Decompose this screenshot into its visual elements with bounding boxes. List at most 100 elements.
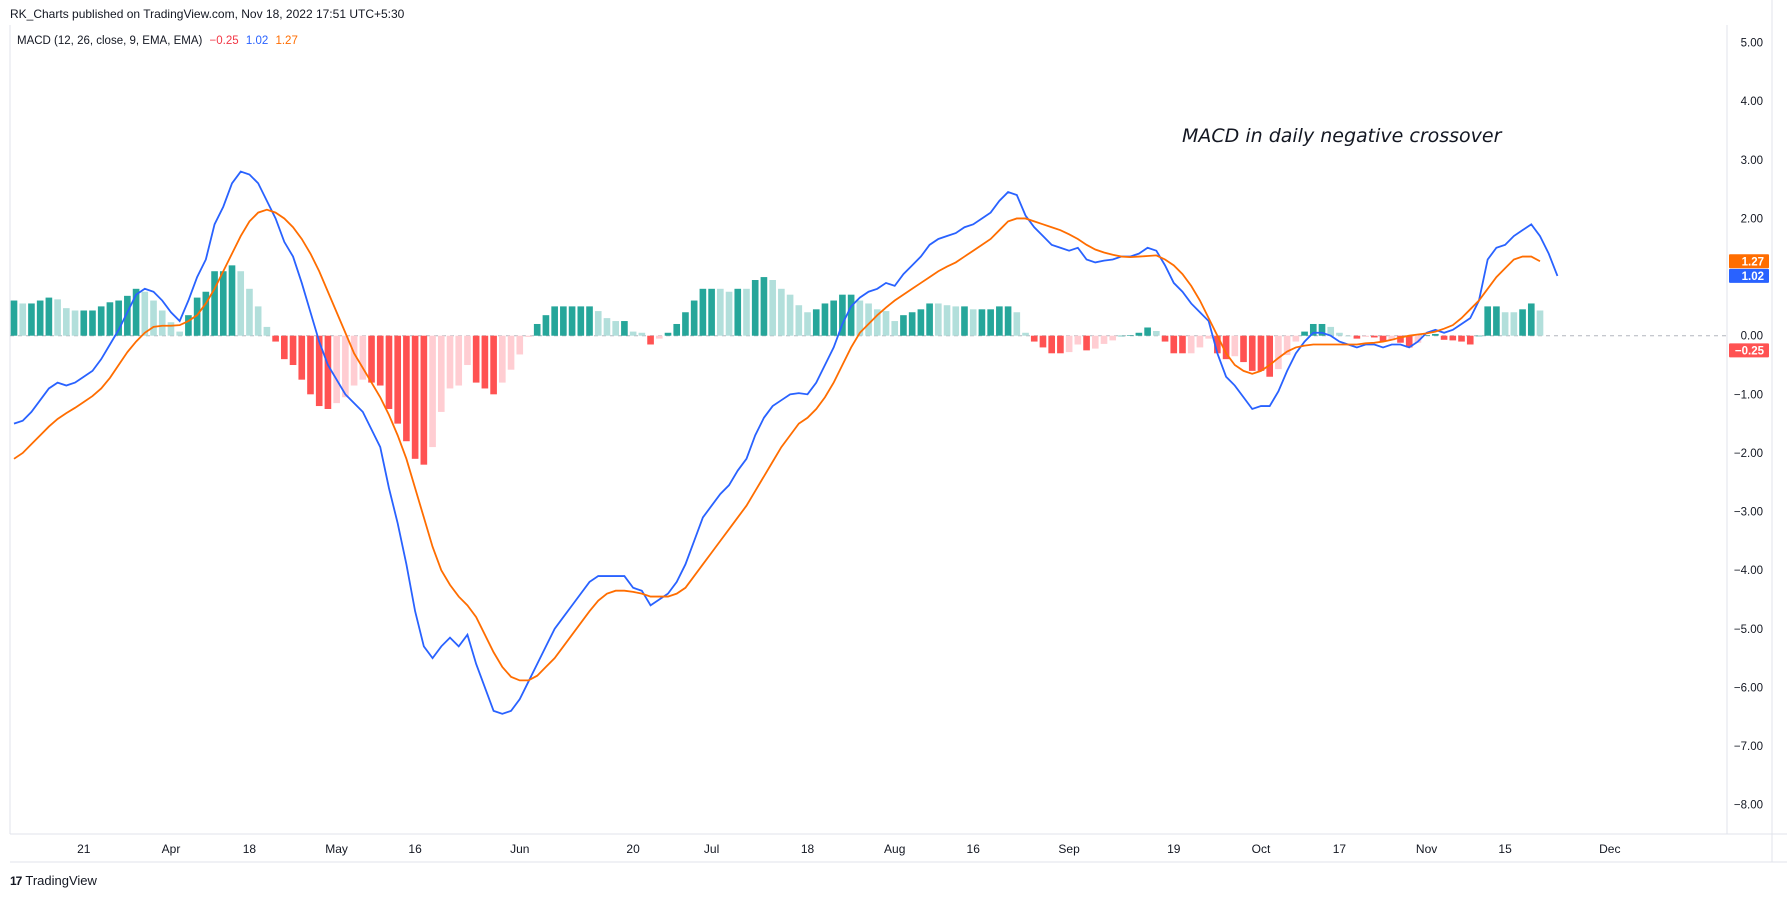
histogram-bar bbox=[1275, 335, 1282, 370]
histogram-bar bbox=[1501, 312, 1509, 336]
histogram-bar bbox=[568, 306, 576, 336]
histogram-bar bbox=[167, 322, 175, 336]
price-badge: −0.25 bbox=[1729, 343, 1769, 358]
histogram-bar bbox=[176, 331, 183, 336]
x-tick-label: Sep bbox=[1058, 842, 1080, 856]
histogram-bar bbox=[1083, 335, 1090, 351]
histogram-bar bbox=[655, 335, 663, 339]
histogram-bar bbox=[1109, 335, 1117, 341]
histogram-bar bbox=[516, 335, 524, 355]
histogram-bar bbox=[1214, 335, 1221, 354]
indicator-legend[interactable]: MACD (12, 26, close, 9, EMA, EMA) −0.25 … bbox=[17, 35, 302, 47]
histogram-bar bbox=[499, 335, 506, 383]
histogram-bar bbox=[1013, 312, 1021, 336]
x-tick-label: Dec bbox=[1599, 842, 1620, 856]
x-tick-label: 21 bbox=[77, 842, 91, 856]
y-tick-label: −8.00 bbox=[1734, 800, 1763, 812]
histogram-bar bbox=[594, 311, 602, 336]
histogram-bar bbox=[1231, 335, 1239, 357]
y-tick-label: −5.00 bbox=[1734, 624, 1763, 636]
histogram-bar bbox=[708, 288, 715, 336]
histogram-bar bbox=[106, 302, 114, 336]
histogram-bar bbox=[1536, 310, 1544, 336]
price-badge-label: 1.02 bbox=[1742, 271, 1764, 283]
histogram-bar bbox=[1493, 306, 1500, 336]
indicator-name: MACD (12, 26, close, 9, EMA, EMA) bbox=[17, 35, 203, 47]
histogram-bar bbox=[1510, 312, 1518, 336]
histogram-bar bbox=[272, 335, 279, 342]
price-badge: 1.02 bbox=[1729, 268, 1769, 283]
x-tick-label: Jun bbox=[510, 842, 529, 856]
histogram-bar bbox=[812, 309, 820, 336]
histogram-bar bbox=[795, 305, 803, 336]
tradingview-footer[interactable]: 17 TradingView bbox=[10, 873, 97, 888]
histogram-bar bbox=[376, 335, 384, 386]
y-tick-label: −3.00 bbox=[1734, 507, 1763, 519]
x-tick-label: 19 bbox=[1167, 842, 1181, 856]
histogram-bar bbox=[908, 312, 916, 336]
histogram-bar bbox=[333, 335, 340, 404]
histogram-bar bbox=[464, 335, 471, 366]
histogram-bar bbox=[446, 335, 454, 389]
chart-annotation: MACD in daily negative crossover bbox=[1182, 125, 1503, 147]
histogram-bar bbox=[804, 312, 811, 336]
histogram-bar bbox=[36, 300, 44, 336]
histogram-bar bbox=[743, 288, 750, 336]
histogram-bar bbox=[673, 323, 681, 336]
histogram-bar bbox=[507, 335, 515, 370]
histogram-bar bbox=[150, 300, 157, 336]
histogram-bar bbox=[1318, 323, 1326, 336]
histogram-bar bbox=[1371, 335, 1378, 338]
histogram-bar bbox=[1440, 335, 1448, 340]
histogram-bar bbox=[237, 271, 245, 336]
price-badge-bg bbox=[1729, 268, 1769, 283]
histogram-bar bbox=[411, 335, 419, 459]
histogram-bar bbox=[394, 335, 401, 424]
time-axis[interactable]: 21 Apr 18 May 16 Jun 20 Jul 18 Aug 16 Sep 19 Oct 17 Nov… bbox=[77, 842, 1620, 856]
y-tick-label: 4.00 bbox=[1741, 96, 1763, 108]
histogram-bar bbox=[115, 300, 122, 336]
histogram-bar bbox=[1292, 335, 1300, 342]
price-badge-bg bbox=[1729, 343, 1769, 358]
histogram-bar bbox=[315, 335, 323, 407]
histogram-bar bbox=[1091, 335, 1099, 349]
price-badge-label: 1.27 bbox=[1742, 256, 1764, 268]
histogram-bar bbox=[1248, 335, 1256, 371]
histogram-bar bbox=[1205, 335, 1212, 339]
histogram-value: −0.25 bbox=[209, 35, 239, 47]
y-tick-label: 3.00 bbox=[1741, 155, 1763, 167]
histogram-bar bbox=[1362, 335, 1369, 337]
histogram-bar bbox=[996, 306, 1003, 336]
histogram-bar bbox=[193, 297, 201, 336]
histogram-bar bbox=[926, 303, 933, 336]
histogram-bar bbox=[19, 303, 27, 336]
x-tick-label: 15 bbox=[1498, 842, 1512, 856]
y-tick-label: −7.00 bbox=[1734, 741, 1763, 753]
histogram-bar bbox=[437, 335, 445, 412]
histogram-bar bbox=[1004, 306, 1012, 336]
price-axis[interactable]: 5.004.003.002.001.000.00−1.00−2.00−3.00−… bbox=[1729, 38, 1769, 812]
histogram-bar bbox=[664, 332, 672, 336]
histogram-bar bbox=[839, 294, 846, 336]
histogram-bar bbox=[385, 335, 393, 409]
histogram-bar bbox=[533, 323, 541, 336]
histogram-bar bbox=[1301, 331, 1308, 336]
histogram-bar bbox=[1388, 335, 1396, 341]
histogram-bar bbox=[1266, 335, 1273, 377]
histogram-bar bbox=[1449, 335, 1457, 341]
histogram-bar bbox=[1135, 332, 1143, 336]
price-badge-bg bbox=[1729, 254, 1769, 269]
y-tick-label: 0.00 bbox=[1741, 331, 1763, 343]
histogram-bar bbox=[952, 306, 960, 336]
histogram-bar bbox=[865, 303, 872, 336]
histogram-bar bbox=[97, 306, 105, 336]
histogram-bar bbox=[1170, 335, 1178, 354]
macd-histogram bbox=[10, 265, 1544, 465]
histogram-bar bbox=[429, 335, 436, 448]
y-tick-label: −6.00 bbox=[1734, 682, 1763, 694]
x-tick-label: 20 bbox=[626, 842, 640, 856]
histogram-bar bbox=[1153, 331, 1160, 336]
histogram-bar bbox=[1466, 335, 1474, 345]
histogram-bar bbox=[1074, 335, 1082, 345]
